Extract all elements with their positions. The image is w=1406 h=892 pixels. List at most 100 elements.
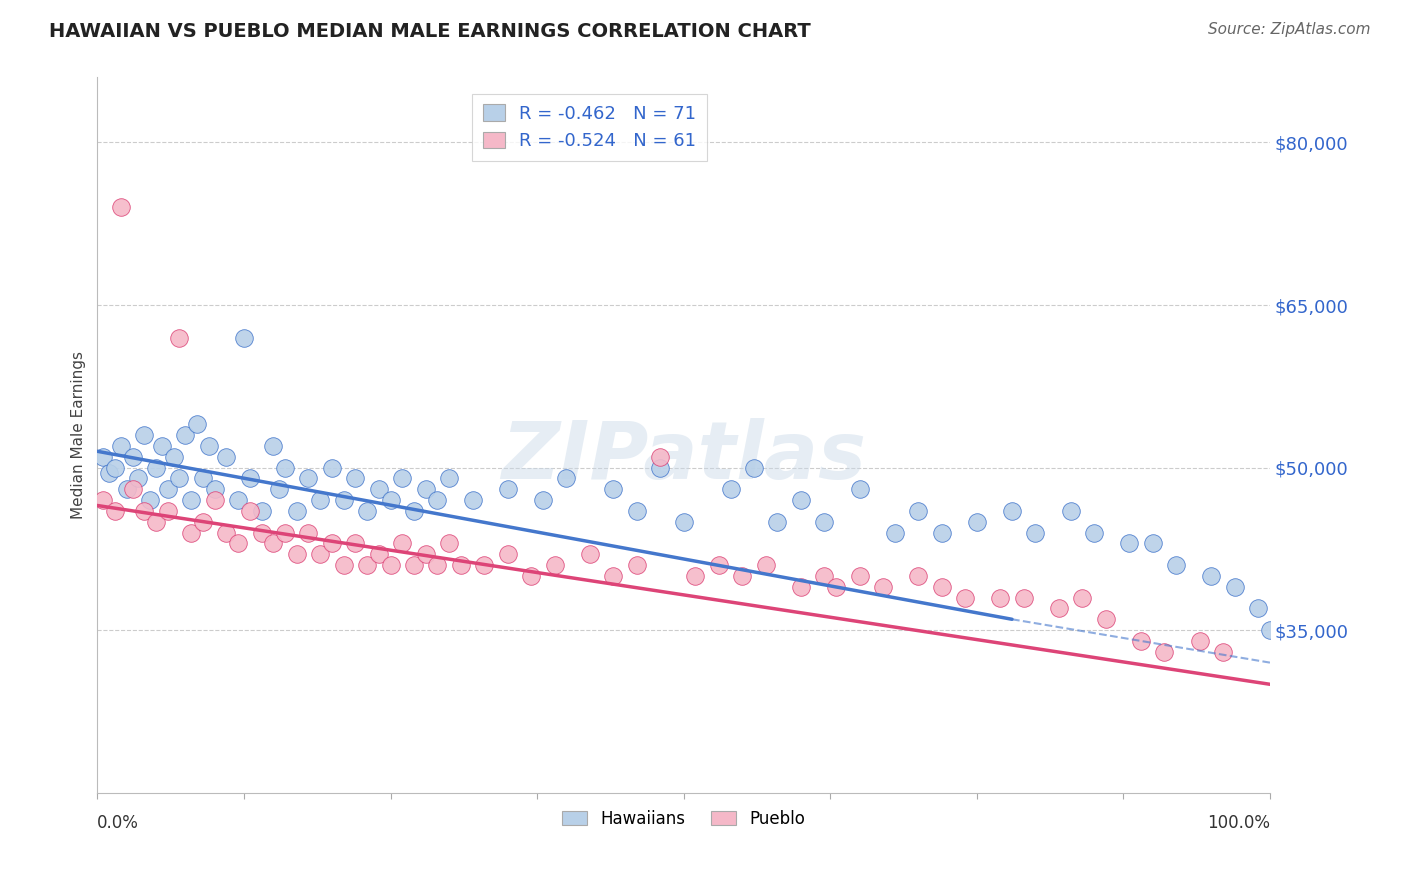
Point — [104, 460, 127, 475]
Point — [391, 471, 413, 485]
Point — [579, 547, 602, 561]
Point — [426, 493, 449, 508]
Point — [297, 525, 319, 540]
Point — [520, 569, 543, 583]
Point — [496, 547, 519, 561]
Point — [169, 330, 191, 344]
Point — [134, 504, 156, 518]
Point — [813, 515, 835, 529]
Point — [367, 547, 389, 561]
Point — [426, 558, 449, 573]
Point — [602, 569, 624, 583]
Point — [650, 460, 672, 475]
Point — [226, 493, 249, 508]
Point — [156, 504, 179, 518]
Point — [685, 569, 707, 583]
Point — [931, 525, 953, 540]
Point — [672, 515, 695, 529]
Point — [907, 569, 929, 583]
Point — [907, 504, 929, 518]
Point — [931, 580, 953, 594]
Point — [115, 482, 138, 496]
Point — [197, 439, 219, 453]
Point — [1201, 569, 1223, 583]
Point — [98, 466, 121, 480]
Point — [461, 493, 484, 508]
Point — [602, 482, 624, 496]
Point — [1024, 525, 1046, 540]
Point — [742, 460, 765, 475]
Point — [344, 471, 367, 485]
Point — [145, 515, 167, 529]
Point — [766, 515, 789, 529]
Point — [1258, 623, 1281, 637]
Point — [472, 558, 495, 573]
Point — [1188, 634, 1211, 648]
Point — [174, 428, 197, 442]
Point — [391, 536, 413, 550]
Point — [269, 482, 291, 496]
Point — [1059, 504, 1081, 518]
Point — [707, 558, 730, 573]
Point — [285, 504, 308, 518]
Point — [134, 428, 156, 442]
Point — [1166, 558, 1188, 573]
Point — [1247, 601, 1270, 615]
Point — [437, 471, 460, 485]
Point — [121, 450, 143, 464]
Point — [204, 493, 226, 508]
Text: Source: ZipAtlas.com: Source: ZipAtlas.com — [1208, 22, 1371, 37]
Point — [309, 493, 332, 508]
Point — [1083, 525, 1105, 540]
Point — [139, 493, 162, 508]
Text: HAWAIIAN VS PUEBLO MEDIAN MALE EARNINGS CORRELATION CHART: HAWAIIAN VS PUEBLO MEDIAN MALE EARNINGS … — [49, 22, 811, 41]
Point — [790, 493, 813, 508]
Point — [356, 504, 378, 518]
Point — [402, 558, 425, 573]
Point — [966, 515, 988, 529]
Point — [104, 504, 127, 518]
Point — [180, 493, 202, 508]
Point — [191, 471, 214, 485]
Point — [848, 569, 870, 583]
Point — [1118, 536, 1140, 550]
Point — [848, 482, 870, 496]
Point — [250, 504, 273, 518]
Point — [720, 482, 742, 496]
Point — [232, 330, 254, 344]
Point — [262, 536, 284, 550]
Point — [226, 536, 249, 550]
Text: ZIPatlas: ZIPatlas — [501, 417, 866, 495]
Point — [285, 547, 308, 561]
Point — [813, 569, 835, 583]
Point — [110, 201, 132, 215]
Text: 0.0%: 0.0% — [97, 814, 139, 832]
Point — [626, 558, 648, 573]
Point — [1212, 645, 1234, 659]
Point — [437, 536, 460, 550]
Point — [309, 547, 332, 561]
Point — [415, 482, 437, 496]
Point — [356, 558, 378, 573]
Point — [110, 439, 132, 453]
Point — [825, 580, 848, 594]
Text: 100.0%: 100.0% — [1206, 814, 1270, 832]
Point — [380, 493, 402, 508]
Point — [239, 504, 262, 518]
Point — [1071, 591, 1094, 605]
Y-axis label: Median Male Earnings: Median Male Earnings — [72, 351, 86, 519]
Point — [145, 460, 167, 475]
Point — [531, 493, 554, 508]
Point — [191, 515, 214, 529]
Point — [1094, 612, 1116, 626]
Point — [344, 536, 367, 550]
Point — [731, 569, 754, 583]
Point — [215, 525, 238, 540]
Point — [415, 547, 437, 561]
Point — [1153, 645, 1175, 659]
Point — [156, 482, 179, 496]
Point — [127, 471, 149, 485]
Point — [262, 439, 284, 453]
Point — [626, 504, 648, 518]
Point — [650, 450, 672, 464]
